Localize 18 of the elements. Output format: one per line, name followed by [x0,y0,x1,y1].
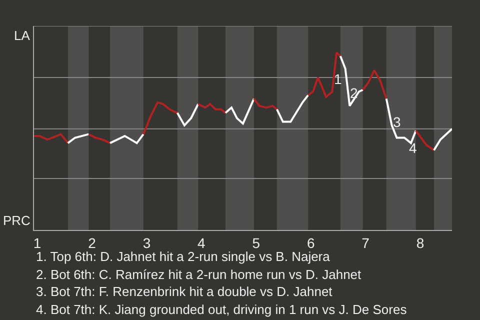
text: PRC [3,213,30,228]
text: 1. Top 6th: D. Jahnet hit a 2-run single vs B. Najera [36,249,331,264]
annotation: 4 [409,140,417,156]
x-tick-label: 5 [252,234,260,251]
x-tick-label: 2 [88,234,96,251]
text: 2. Bot 6th: C. Ramírez hit a 2-run home run vs D. Jahnet [36,267,362,282]
text: 4. Bot 7th: K. Jiang grounded out, driving in 1 run vs J. De Sores [36,302,408,317]
annotation: 1 [334,71,342,87]
text: LA [14,28,30,43]
x-tick-label: 7 [362,234,370,251]
x-tick-label: 1 [33,234,42,251]
x-tick-label: 6 [306,234,315,251]
annotation: 2 [350,85,358,101]
text: 3. Bot 7th: F. Renzenbrink hit a double vs D. Jahnet [36,284,333,299]
annotation: 3 [393,114,401,130]
x-tick-label: 3 [142,234,151,251]
x-tick-label: 8 [416,234,424,251]
x-tick-label: 4 [198,234,206,251]
